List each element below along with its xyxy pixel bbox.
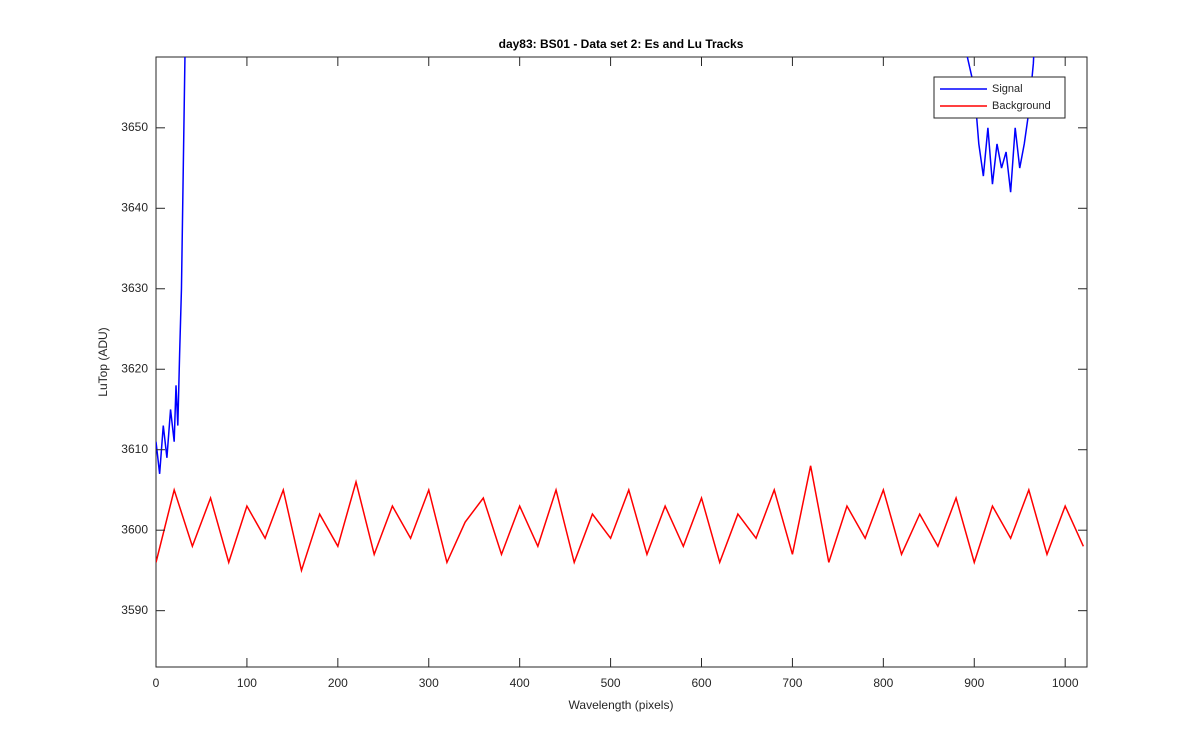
y-tick-label: 3590 [121,603,148,617]
x-tick-label: 0 [153,676,160,690]
x-tick-label: 200 [328,676,348,690]
x-tick-label: 800 [873,676,893,690]
x-tick-label: 600 [691,676,711,690]
y-tick-label: 3600 [121,522,148,536]
plot-area [155,56,1088,668]
x-axis-label: Wavelength (pixels) [569,698,674,712]
legend-label: Background [992,100,1051,112]
x-tick-label: 1000 [1052,676,1079,690]
x-tick-label: 400 [510,676,530,690]
x-tick-label: 900 [964,676,984,690]
legend-box [933,76,1066,119]
x-tick-label: 100 [237,676,257,690]
x-tick-label: 300 [419,676,439,690]
y-tick-label: 3620 [121,361,148,375]
chart-title: day83: BS01 - Data set 2: Es and Lu Trac… [499,37,744,51]
y-tick-label: 3650 [121,120,148,134]
y-tick-label: 3610 [121,442,148,456]
y-tick-label: 3640 [121,200,148,214]
legend-label: Signal [992,83,1023,95]
series-line [156,465,1085,574]
y-tick-label: 3630 [121,281,148,295]
x-tick-label: 700 [782,676,802,690]
y-axis-label: LuTop (ADU) [96,327,110,396]
x-tick-label: 500 [601,676,621,690]
